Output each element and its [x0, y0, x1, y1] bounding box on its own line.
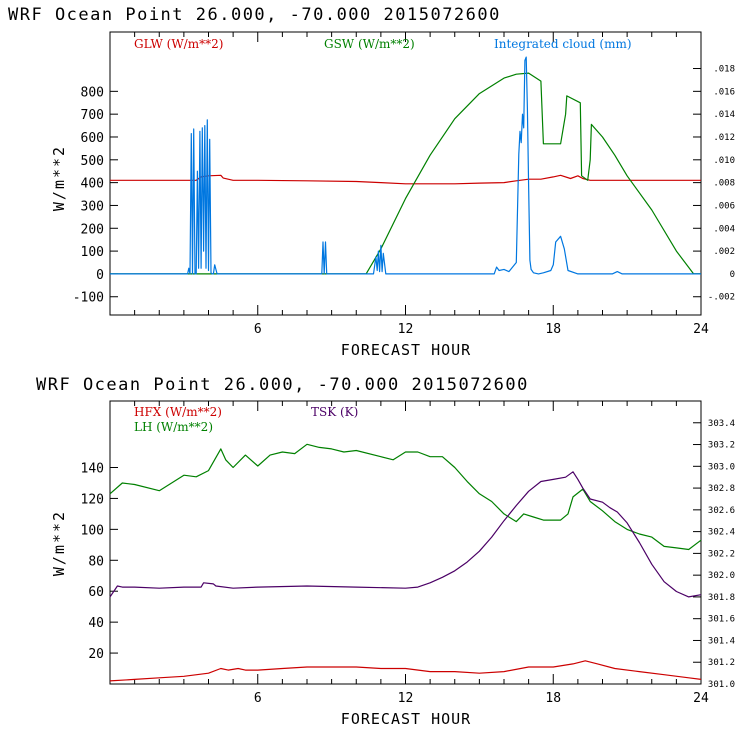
legend-glw: GLW (W/m**2)	[134, 37, 223, 51]
y2-tick-label: .004	[713, 224, 735, 234]
y-tick-label: 100	[81, 523, 104, 538]
y-tick-label: 120	[81, 492, 104, 507]
x-tick-label: 12	[398, 691, 414, 706]
x-tick-label: 12	[398, 322, 414, 337]
y-tick-label: 60	[88, 585, 104, 600]
top-panel: WRF Ocean Point 26.000, -70.000 20150726…	[8, 5, 735, 359]
bottom-y-tick-labels: 20 40 60 80 100 120 140	[81, 461, 104, 662]
bottom-y2-tick-labels: 301.0 301.2 301.4 301.6 301.8 302.0 302.2 302.4…	[708, 419, 735, 690]
top-y-axis-label: W/m**2	[50, 145, 68, 211]
bottom-tick-marks	[109, 401, 702, 685]
top-plot-frame	[109, 31, 702, 316]
y2-tick-label: 301.2	[708, 658, 735, 668]
y-tick-label: 500	[81, 154, 104, 169]
series-line-integrated	[110, 56, 701, 275]
y2-tick-label: .016	[713, 87, 735, 97]
y-tick-label: 800	[81, 85, 104, 100]
legend-tsk: TSK (K)	[311, 405, 358, 419]
series-line-tsk	[109, 471, 702, 598]
y2-tick-label: 0	[730, 270, 735, 280]
y2-tick-label: .014	[713, 110, 735, 120]
y2-tick-label: 303.0	[708, 462, 735, 472]
y-tick-label: -100	[73, 291, 104, 306]
y-tick-label: 700	[81, 108, 104, 123]
bottom-plot-frame	[109, 400, 702, 685]
series-line-lh	[109, 443, 702, 551]
y-tick-label: 300	[81, 199, 104, 214]
y-tick-label: 200	[81, 222, 104, 237]
y2-tick-label: .002	[713, 247, 735, 257]
x-tick-label: 6	[254, 322, 262, 337]
top-tick-marks	[109, 32, 702, 315]
x-tick-label: 6	[254, 691, 262, 706]
top-y2-tick-labels: -.002 0 .002 .004 .006 .008 .010 .012 .014 .016 .0…	[708, 65, 735, 303]
y2-tick-label: .010	[713, 156, 735, 166]
series-line-glw	[110, 174, 701, 185]
bottom-series-group	[109, 443, 702, 682]
bottom-y-axis-label: W/m**2	[50, 510, 68, 576]
bottom-panel: WRF Ocean Point 26.000, -70.000 20150726…	[36, 375, 735, 728]
y2-tick-label: .012	[713, 133, 735, 143]
y-tick-label: 140	[81, 461, 104, 476]
y2-tick-label: 302.4	[708, 528, 735, 538]
top-series-group	[110, 56, 701, 275]
y2-tick-label: 302.0	[708, 571, 735, 581]
y-tick-label: 400	[81, 177, 104, 192]
top-x-tick-labels: 6 12 18 24	[254, 322, 709, 337]
y2-tick-label: 301.6	[708, 615, 735, 625]
y2-tick-label: -.002	[708, 293, 735, 303]
y2-tick-label: 303.4	[708, 419, 735, 429]
y-tick-label: 40	[88, 616, 104, 631]
top-panel-title: WRF Ocean Point 26.000, -70.000 20150726…	[8, 5, 501, 25]
x-tick-label: 24	[693, 691, 709, 706]
y2-tick-label: .018	[713, 65, 735, 75]
y2-tick-label: 302.2	[708, 549, 735, 559]
legend-integrated-cloud: Integrated cloud (mm)	[494, 37, 632, 51]
y2-tick-label: .006	[713, 201, 735, 211]
x-tick-label: 18	[545, 322, 561, 337]
y-tick-label: 600	[81, 131, 104, 146]
bottom-x-tick-labels: 6 12 18 24	[254, 691, 709, 706]
y-tick-label: 20	[88, 647, 104, 662]
bottom-panel-title: WRF Ocean Point 26.000, -70.000 20150726…	[36, 375, 529, 395]
legend-lh: LH (W/m**2)	[134, 420, 213, 434]
top-x-axis-label: FORECAST HOUR	[341, 341, 471, 359]
top-y-tick-labels: -100 0 100 200 300 400 500 600 700 800	[73, 85, 104, 305]
y2-tick-label: 302.8	[708, 484, 735, 494]
bottom-x-axis-label: FORECAST HOUR	[341, 710, 471, 728]
y-tick-label: 80	[88, 554, 104, 569]
y2-tick-label: 301.8	[708, 593, 735, 603]
legend-hfx: HFX (W/m**2)	[134, 405, 222, 419]
y2-tick-label: 303.2	[708, 441, 735, 451]
y2-tick-label: 302.6	[708, 506, 735, 516]
y2-tick-label: 301.4	[708, 636, 735, 646]
y2-tick-label: .008	[713, 179, 735, 189]
y2-tick-label: 301.0	[708, 680, 735, 690]
legend-gsw: GSW (W/m**2)	[324, 37, 415, 51]
x-tick-label: 24	[693, 322, 709, 337]
series-line-gsw	[110, 72, 701, 275]
y-tick-label: 100	[81, 245, 104, 260]
x-tick-label: 18	[545, 691, 561, 706]
y-tick-label: 0	[96, 268, 104, 283]
series-line-hfx	[109, 660, 702, 682]
